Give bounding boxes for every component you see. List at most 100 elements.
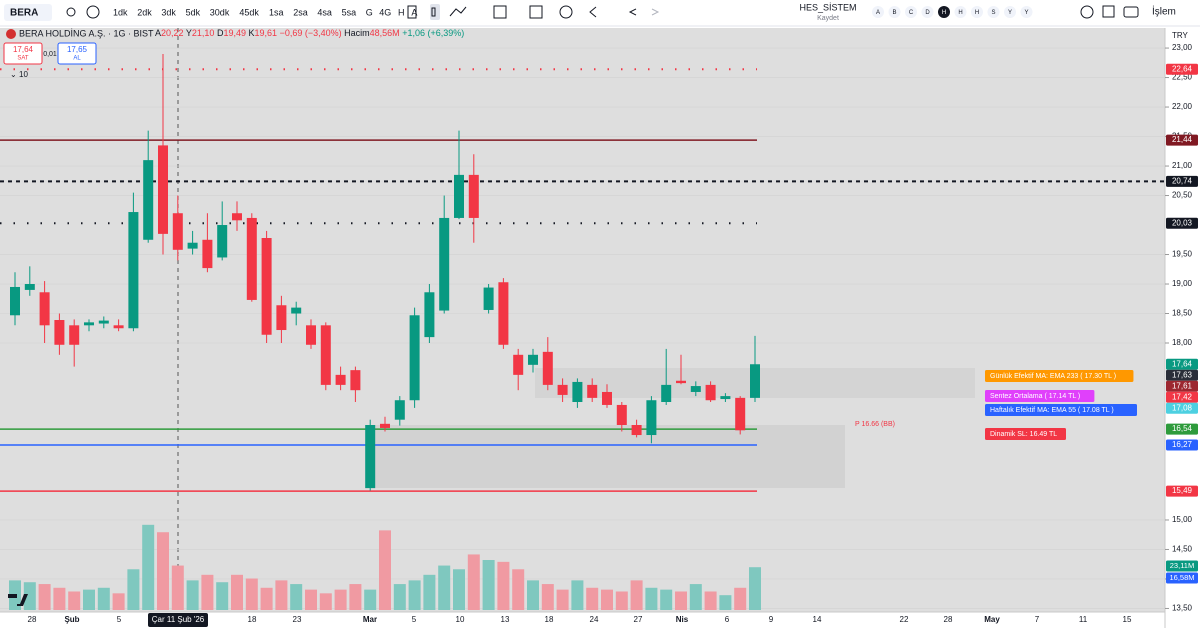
interval[interactable]: 30dk <box>210 7 230 17</box>
volume-bar <box>704 591 717 610</box>
letter-button[interactable] <box>1020 6 1033 18</box>
candle-body <box>454 174 464 218</box>
volume-bar <box>749 567 761 610</box>
replay-icon[interactable] <box>589 6 597 18</box>
letter[interactable]: H <box>942 10 946 16</box>
line-icon[interactable] <box>449 6 467 17</box>
candle-body <box>439 217 450 311</box>
layout-name[interactable]: HES_SİSTEM <box>799 2 856 12</box>
annotation-box <box>985 404 1137 416</box>
template-icon[interactable] <box>529 5 543 19</box>
x-tick-label: 5 <box>412 615 417 624</box>
letter-button[interactable] <box>905 6 917 18</box>
candle-icon[interactable] <box>431 7 436 17</box>
sell-price[interactable]: 17,64 <box>13 45 34 54</box>
letter[interactable]: H <box>958 10 962 16</box>
interval[interactable]: 4sa <box>317 7 332 17</box>
x-tick-label: Mar <box>363 615 377 624</box>
volume-bar <box>423 574 436 610</box>
candle-body <box>246 217 257 300</box>
x-tick-label: 22 <box>900 615 909 624</box>
volume-bar <box>601 589 613 610</box>
letter[interactable]: A <box>876 10 880 16</box>
volume-bar <box>660 589 673 610</box>
volume-bar <box>541 584 554 610</box>
fullscreen-icon[interactable] <box>1102 5 1115 18</box>
undo-icon[interactable] <box>628 8 637 16</box>
volume-bar <box>157 532 169 610</box>
collapse-icon[interactable]: ⌄ <box>10 70 17 79</box>
interval[interactable]: 4G <box>379 7 391 17</box>
symbol-box[interactable] <box>4 4 52 21</box>
volume-bar <box>467 554 480 610</box>
indicator-icon[interactable] <box>493 5 507 19</box>
letter-button[interactable] <box>921 6 934 18</box>
price-level-label: 17,42 <box>1172 392 1193 401</box>
letter-button[interactable] <box>971 6 983 18</box>
letter[interactable]: S <box>991 10 995 16</box>
volume-bar <box>689 584 702 610</box>
volume-level-box <box>1166 560 1198 572</box>
range-box <box>375 425 845 488</box>
interval[interactable]: 2dk <box>137 7 152 17</box>
letter[interactable]: Y <box>1008 10 1012 16</box>
interval[interactable]: G <box>366 7 373 17</box>
letter-button[interactable] <box>954 6 967 18</box>
volume-bar <box>83 589 95 610</box>
price-level-box <box>1166 423 1198 435</box>
interval[interactable]: 45dk <box>239 7 259 17</box>
letter-button[interactable] <box>888 6 901 18</box>
interval[interactable]: 1dk <box>113 7 128 17</box>
volume-bar <box>615 591 628 610</box>
symbol[interactable]: BERA <box>10 8 38 19</box>
sell-box[interactable] <box>3 42 43 65</box>
interval[interactable]: H <box>398 7 405 17</box>
candle-body <box>98 320 109 324</box>
toolbar: BERA 1dk 2dk 3dk 5dk 30dk 45dk 1sa 2sa 4sa 5sa G 4G… <box>4 2 1176 22</box>
indicator-count[interactable]: 10 <box>19 70 28 79</box>
interval[interactable]: 3dk <box>161 7 176 17</box>
volume-bar <box>275 580 288 610</box>
buy-price[interactable]: 17,65 <box>67 45 88 54</box>
letter[interactable]: C <box>909 10 914 16</box>
bar-icon[interactable] <box>407 5 417 19</box>
interval[interactable]: 1sa <box>269 7 284 17</box>
save[interactable]: Kaydet <box>817 15 839 22</box>
buy-box[interactable] <box>57 42 97 65</box>
letter-button[interactable] <box>987 6 1000 18</box>
candle-body <box>84 322 94 326</box>
letter-button[interactable] <box>1004 6 1016 18</box>
volume-bar <box>245 578 258 610</box>
add-icon[interactable] <box>86 5 100 19</box>
interval[interactable]: A <box>411 7 417 17</box>
volume-change: +1,06 (+6,39%) <box>402 28 464 38</box>
letter[interactable]: Y <box>1024 10 1028 16</box>
letter[interactable]: D <box>925 10 930 16</box>
redo-icon[interactable] <box>651 8 660 16</box>
letter[interactable]: H <box>975 10 979 16</box>
volume-bar <box>260 587 273 610</box>
x-tick-label: May <box>984 615 1000 624</box>
snapshot-icon[interactable] <box>1123 6 1139 18</box>
eye-icon[interactable] <box>66 7 76 17</box>
interval[interactable]: 2sa <box>293 7 308 17</box>
alert-icon[interactable] <box>559 5 573 19</box>
letter-button[interactable] <box>938 6 950 18</box>
letter[interactable]: B <box>892 10 896 16</box>
plot <box>0 47 1165 610</box>
legend-ohlc: A20,22 Y21,10 D19,49 K19,61 −0,69 (−3,40… <box>155 28 464 38</box>
change: −0,69 (−3,40%) <box>280 28 342 38</box>
candle-body <box>513 354 524 375</box>
volume-bar <box>38 584 51 610</box>
y-tick-label: 18,00 <box>1172 338 1193 347</box>
settings-icon[interactable] <box>1080 5 1094 19</box>
buy[interactable]: AL <box>73 56 81 62</box>
letter-button[interactable] <box>872 6 884 18</box>
trade[interactable]: İşlem <box>1152 5 1176 18</box>
interval[interactable]: 5sa <box>342 7 357 17</box>
candle-body <box>631 425 642 436</box>
volume-bar <box>319 593 332 610</box>
candle-body <box>498 282 509 345</box>
sell[interactable]: SAT <box>17 56 29 62</box>
interval[interactable]: 5dk <box>186 7 201 17</box>
